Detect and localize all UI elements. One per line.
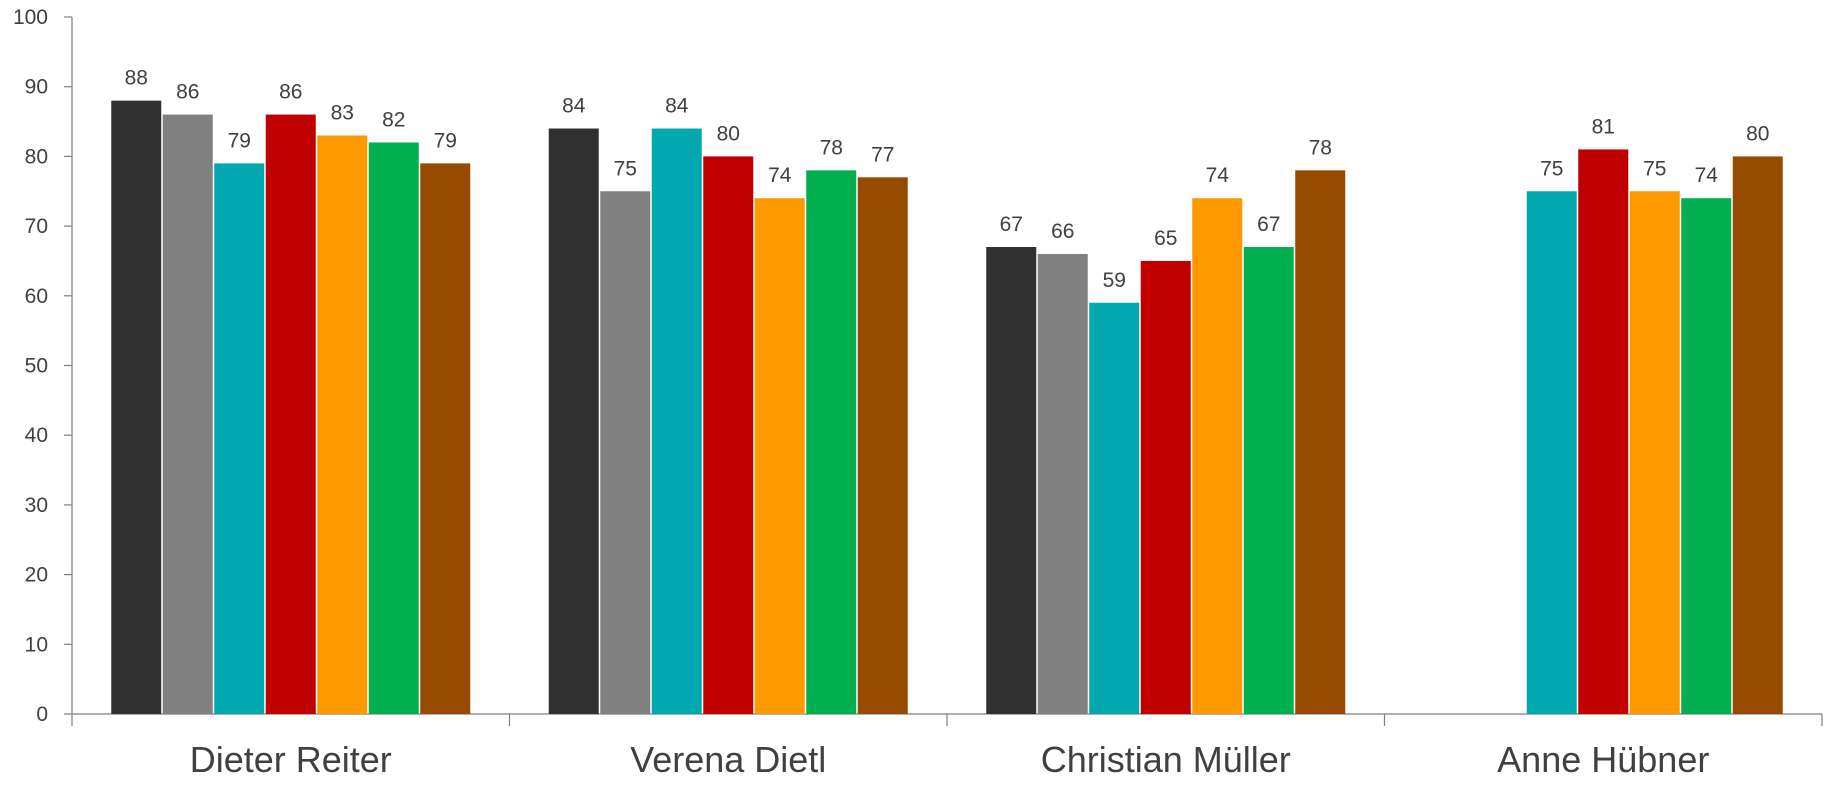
bar xyxy=(600,191,651,714)
axes-layer: 0 10 20 30 40 50 60 70 80 90 100 Dieter Reiter Veren… xyxy=(13,6,1823,780)
data-labels-layer: 88 86 79 86 83 82 79 84 75 84 80 74 78 77 67 66 59 65 74 67… xyxy=(125,67,1770,292)
bar xyxy=(265,114,316,714)
y-tick-label: 10 xyxy=(25,633,48,656)
bar xyxy=(1243,247,1294,714)
y-tick-label: 70 xyxy=(25,215,48,238)
bar xyxy=(1192,198,1243,715)
y-tick-label: 40 xyxy=(25,424,48,447)
y-tick-label: 60 xyxy=(25,285,48,308)
bar xyxy=(1681,198,1732,715)
category-label: Dieter Reiter xyxy=(190,739,392,780)
data-label: 77 xyxy=(871,143,894,166)
data-label: 65 xyxy=(1154,227,1177,250)
data-label: 84 xyxy=(665,95,689,118)
bar xyxy=(754,198,805,715)
bar xyxy=(1140,260,1191,714)
data-label: 79 xyxy=(434,129,457,152)
bar xyxy=(368,142,419,714)
bar xyxy=(214,163,265,714)
data-label: 82 xyxy=(382,108,405,131)
bar xyxy=(1578,149,1629,714)
data-label: 80 xyxy=(717,122,740,145)
data-label: 79 xyxy=(228,129,251,152)
bar xyxy=(806,170,857,715)
data-label: 74 xyxy=(1695,164,1719,187)
bar xyxy=(548,128,599,714)
data-label: 75 xyxy=(614,157,637,180)
data-label: 78 xyxy=(1309,136,1332,159)
data-label: 75 xyxy=(1540,157,1563,180)
y-tick-label: 100 xyxy=(13,6,48,29)
bar xyxy=(1295,170,1346,715)
bar xyxy=(857,177,908,714)
y-tick-label: 30 xyxy=(25,494,48,517)
bar xyxy=(162,114,213,714)
data-label: 74 xyxy=(1206,164,1230,187)
y-tick-label: 50 xyxy=(25,355,48,378)
data-label: 83 xyxy=(331,101,354,124)
data-label: 88 xyxy=(125,67,148,90)
data-label: 86 xyxy=(176,81,199,104)
bar xyxy=(420,163,471,714)
category-label: Anne Hübner xyxy=(1497,739,1709,780)
data-label: 78 xyxy=(820,136,843,159)
bar xyxy=(703,156,754,714)
data-label: 59 xyxy=(1103,269,1126,292)
bar xyxy=(111,100,162,714)
category-label: Verena Dietl xyxy=(630,739,826,780)
bar xyxy=(1037,253,1088,715)
bar xyxy=(986,247,1037,714)
data-label: 80 xyxy=(1746,122,1769,145)
data-label: 67 xyxy=(1000,213,1023,236)
data-label: 84 xyxy=(562,95,586,118)
bar xyxy=(317,135,368,715)
data-label: 74 xyxy=(768,164,792,187)
y-tick-label: 0 xyxy=(36,703,48,726)
bar xyxy=(1732,156,1783,714)
data-label: 86 xyxy=(279,81,302,104)
bars-layer xyxy=(111,100,1783,715)
bar xyxy=(651,128,702,714)
data-label: 81 xyxy=(1592,115,1615,138)
bar xyxy=(1089,302,1140,714)
category-label: Christian Müller xyxy=(1041,739,1291,780)
y-tick-label: 80 xyxy=(25,145,48,168)
data-label: 67 xyxy=(1257,213,1280,236)
data-label: 75 xyxy=(1643,157,1666,180)
y-tick-label: 20 xyxy=(25,564,48,587)
y-tick-label: 90 xyxy=(25,76,48,99)
bar xyxy=(1629,191,1680,714)
data-label: 66 xyxy=(1051,220,1074,243)
bar xyxy=(1526,191,1577,714)
